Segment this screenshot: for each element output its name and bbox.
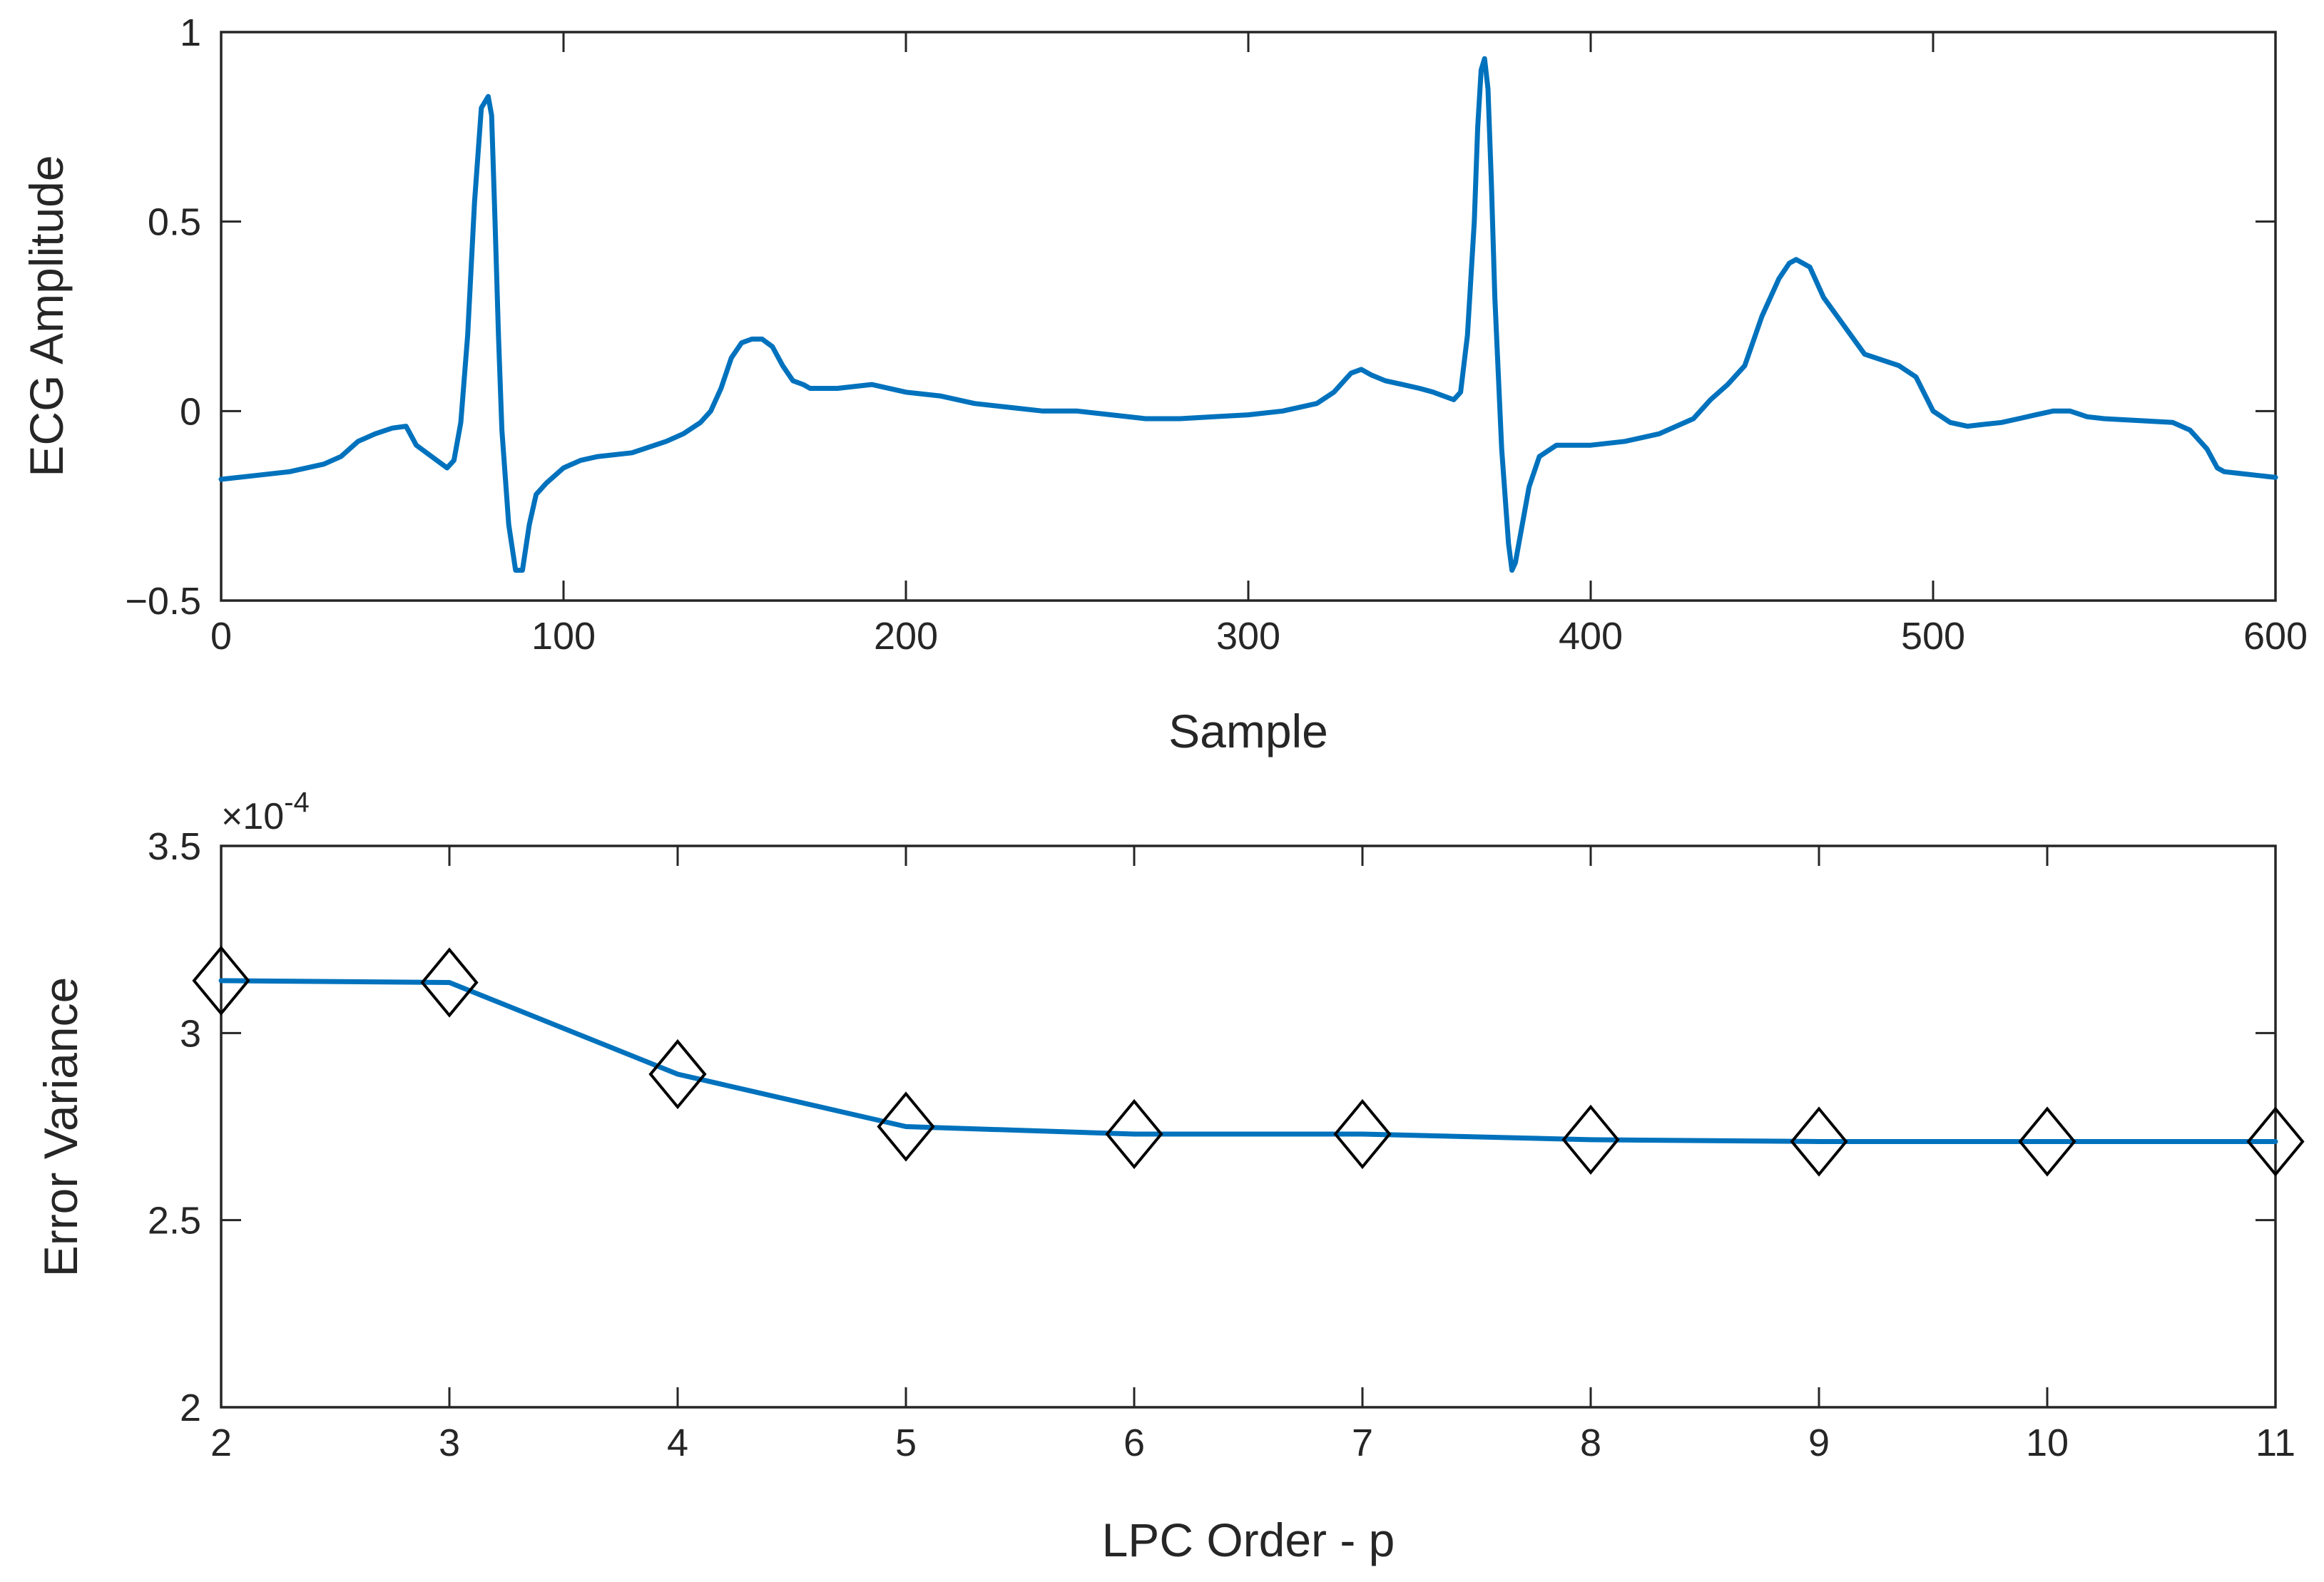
diamond-marker xyxy=(1561,1104,1620,1175)
y-tick-label: 3 xyxy=(180,1012,201,1055)
x-tick-label: 8 xyxy=(1580,1422,1601,1464)
error-variance-x-tick-labels: 2 3 4 5 6 7 8 9 10 11 xyxy=(210,1422,2295,1464)
error-variance-y-tick-labels: 2 2.5 3 3.5 xyxy=(148,825,201,1429)
diamond-marker xyxy=(2018,1106,2076,1177)
error-variance-y-axis-title: Error Variance xyxy=(34,977,87,1277)
x-tick-label: 600 xyxy=(2243,615,2308,658)
diamond-marker xyxy=(192,945,250,1016)
y-axis-exponent-base: ×10 xyxy=(221,796,284,837)
y-tick-label: 0 xyxy=(180,390,201,433)
y-axis-exponent-power: -4 xyxy=(284,787,310,818)
diamond-marker xyxy=(1333,1098,1392,1170)
x-tick-label: 5 xyxy=(895,1422,917,1464)
ecg-y-axis-title: ECG Amplitude xyxy=(20,155,73,476)
diamond-marker xyxy=(1790,1106,1848,1177)
error-variance-markers xyxy=(192,945,2305,1177)
x-tick-label: 300 xyxy=(1216,615,1280,658)
x-tick-label: 0 xyxy=(210,615,232,658)
ecg-x-axis-title: Sample xyxy=(1168,705,1328,757)
diamond-marker xyxy=(648,1038,707,1110)
diamond-marker xyxy=(420,947,479,1018)
x-tick-label: 6 xyxy=(1123,1422,1145,1464)
x-tick-label: 2 xyxy=(210,1422,232,1464)
ecg-ticks xyxy=(220,31,2277,602)
ecg-plot-box xyxy=(220,31,2277,602)
x-tick-label: 200 xyxy=(874,615,938,658)
y-tick-label: 1 xyxy=(180,11,201,54)
error-variance-plot-box xyxy=(220,844,2277,1409)
x-tick-label: 11 xyxy=(2256,1422,2295,1464)
y-tick-label: 2.5 xyxy=(148,1200,201,1242)
x-tick-label: 4 xyxy=(667,1422,688,1464)
ecg-x-tick-labels: 0 100 200 300 400 500 600 xyxy=(210,615,2308,658)
x-tick-label: 10 xyxy=(2026,1422,2069,1464)
series-line xyxy=(218,978,2278,1144)
y-tick-label: 0.5 xyxy=(148,201,201,244)
diamond-marker xyxy=(1105,1098,1163,1170)
y-tick-label: 2 xyxy=(180,1387,201,1429)
x-tick-label: 500 xyxy=(1901,615,1965,658)
x-tick-label: 9 xyxy=(1808,1422,1830,1464)
x-tick-label: 3 xyxy=(439,1422,460,1464)
x-tick-label: 400 xyxy=(1559,615,1623,658)
y-tick-label: 3.5 xyxy=(148,825,201,868)
y-axis-exponent: ×10-4 xyxy=(221,787,310,837)
x-tick-label: 7 xyxy=(1352,1422,1373,1464)
diamond-marker xyxy=(2246,1106,2305,1177)
series-line xyxy=(218,56,2278,573)
error-variance-series xyxy=(218,978,2278,1144)
x-tick-label: 100 xyxy=(531,615,596,658)
diamond-marker xyxy=(877,1091,935,1162)
error-variance-plot: 2 3 4 5 6 7 8 9 10 11 2 2.5 3 3.5 ×10-4 LPC Order - … xyxy=(34,787,2305,1566)
y-tick-label: −0.5 xyxy=(125,580,201,623)
ecg-y-tick-labels: −0.5 0 0.5 1 xyxy=(125,11,201,623)
ecg-series xyxy=(218,56,2278,573)
ecg-plot: 0 100 200 300 400 500 600 −0.500.51 Sample ECG… xyxy=(20,11,2308,757)
error-variance-x-axis-title: LPC Order - p xyxy=(1102,1514,1395,1566)
error-variance-ticks xyxy=(220,844,2277,1409)
